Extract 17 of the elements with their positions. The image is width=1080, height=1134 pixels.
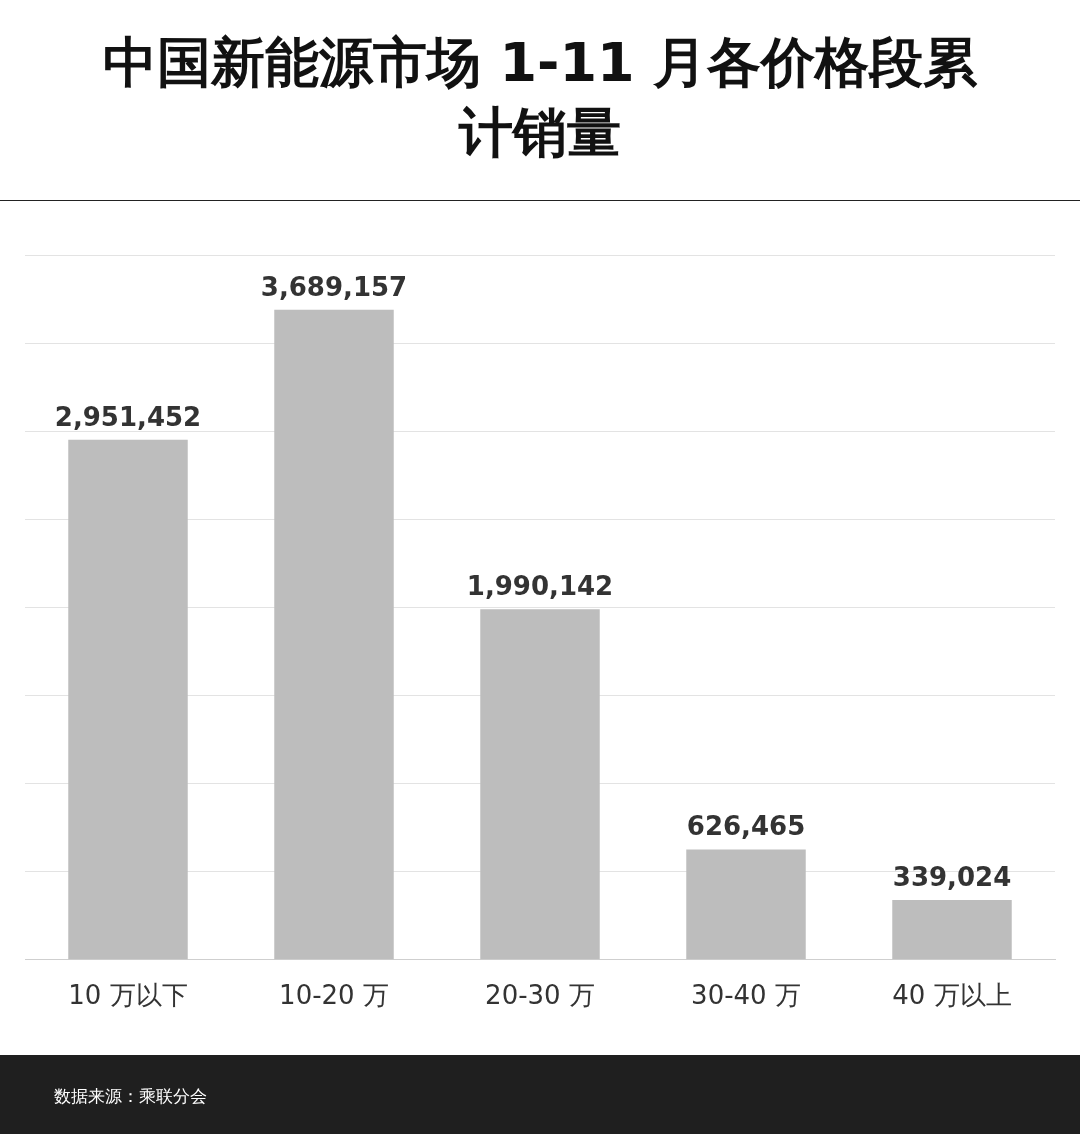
- x-tick-label: 30-40 万: [691, 980, 801, 1011]
- data-label: 2,951,452: [54, 401, 202, 432]
- data-label: 1,990,142: [466, 570, 614, 601]
- x-tick-label: 10 万以下: [68, 980, 188, 1011]
- bar: [68, 439, 188, 960]
- bar: [274, 309, 394, 960]
- data-label: 339,024: [892, 861, 1012, 892]
- x-tick-label: 20-30 万: [485, 980, 595, 1011]
- x-tick-label: 40 万以上: [892, 980, 1012, 1011]
- data-label: 3,689,157: [260, 271, 408, 302]
- chart-title: 中国新能源市场 1-11 月各价格段累计销量: [101, 30, 979, 166]
- x-tick-label: 10-20 万: [279, 980, 389, 1011]
- bar: [892, 900, 1012, 960]
- source-note: 数据来源：乘联分会: [0, 1055, 1080, 1134]
- bar: [686, 849, 806, 960]
- bar: [480, 609, 600, 960]
- data-label: 626,465: [686, 811, 806, 842]
